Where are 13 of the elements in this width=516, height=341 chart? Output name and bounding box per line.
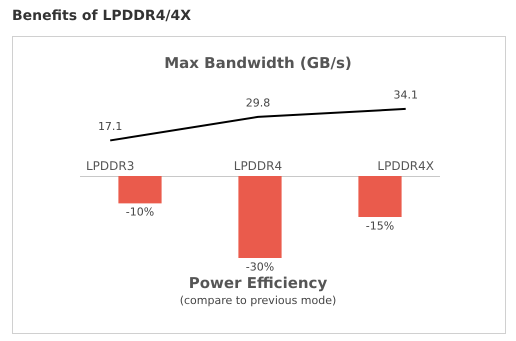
data-label: 34.1 <box>393 88 418 102</box>
data-label: -15% <box>366 219 394 232</box>
data-label: -30% <box>246 260 274 274</box>
text: Benefits of LPDDR4/4X <box>12 8 192 24</box>
x-tick-label: LPDDR4X <box>377 158 434 173</box>
chart-title: Max Bandwidth (GB/s) <box>163 54 353 72</box>
data-label: 17.1 <box>98 120 122 133</box>
text: Power Efficiency <box>188 274 328 292</box>
x-tick-label: LPDDR3 <box>86 158 134 173</box>
data-label: -10% <box>126 206 154 219</box>
data-label: 29.8 <box>246 96 270 110</box>
x-tick-label: LPDDR4 <box>234 158 282 173</box>
text: (compare to previous mode) <box>178 294 338 307</box>
